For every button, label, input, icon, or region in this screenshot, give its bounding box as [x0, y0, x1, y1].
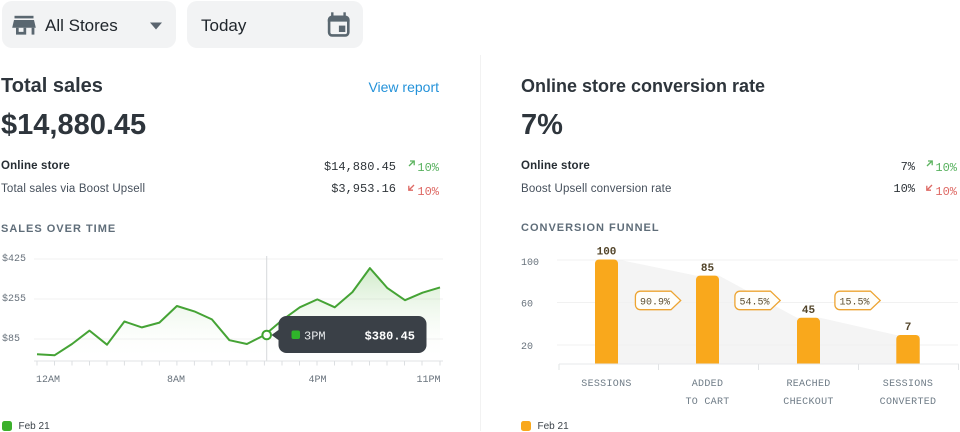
svg-text:$380.45: $380.45: [365, 330, 415, 344]
svg-text:8AM: 8AM: [167, 375, 185, 386]
svg-text:$425: $425: [2, 253, 26, 265]
svg-text:100: 100: [521, 258, 539, 269]
svg-text:TO CART: TO CART: [685, 397, 729, 408]
svg-text:85: 85: [701, 263, 715, 275]
svg-text:54.5%: 54.5%: [739, 297, 769, 308]
svg-text:11PM: 11PM: [416, 375, 440, 386]
svg-text:SESSIONS: SESSIONS: [883, 379, 933, 390]
svg-text:REACHED: REACHED: [786, 379, 830, 390]
svg-text:12AM: 12AM: [36, 375, 60, 386]
svg-text:15.5%: 15.5%: [839, 297, 869, 308]
svg-text:$85: $85: [2, 333, 20, 345]
svg-text:20: 20: [521, 342, 533, 353]
svg-text:CHECKOUT: CHECKOUT: [783, 397, 833, 408]
svg-text:90.9%: 90.9%: [640, 297, 670, 308]
svg-text:3PM: 3PM: [304, 330, 326, 344]
svg-text:CONVERTED: CONVERTED: [880, 397, 937, 408]
svg-text:ADDED: ADDED: [692, 379, 724, 390]
svg-text:SESSIONS: SESSIONS: [581, 379, 631, 390]
svg-text:100: 100: [597, 247, 617, 259]
svg-text:60: 60: [521, 300, 533, 311]
svg-text:4PM: 4PM: [308, 375, 326, 386]
svg-text:45: 45: [802, 305, 816, 317]
svg-text:7: 7: [905, 322, 912, 334]
svg-text:$255: $255: [2, 293, 26, 305]
